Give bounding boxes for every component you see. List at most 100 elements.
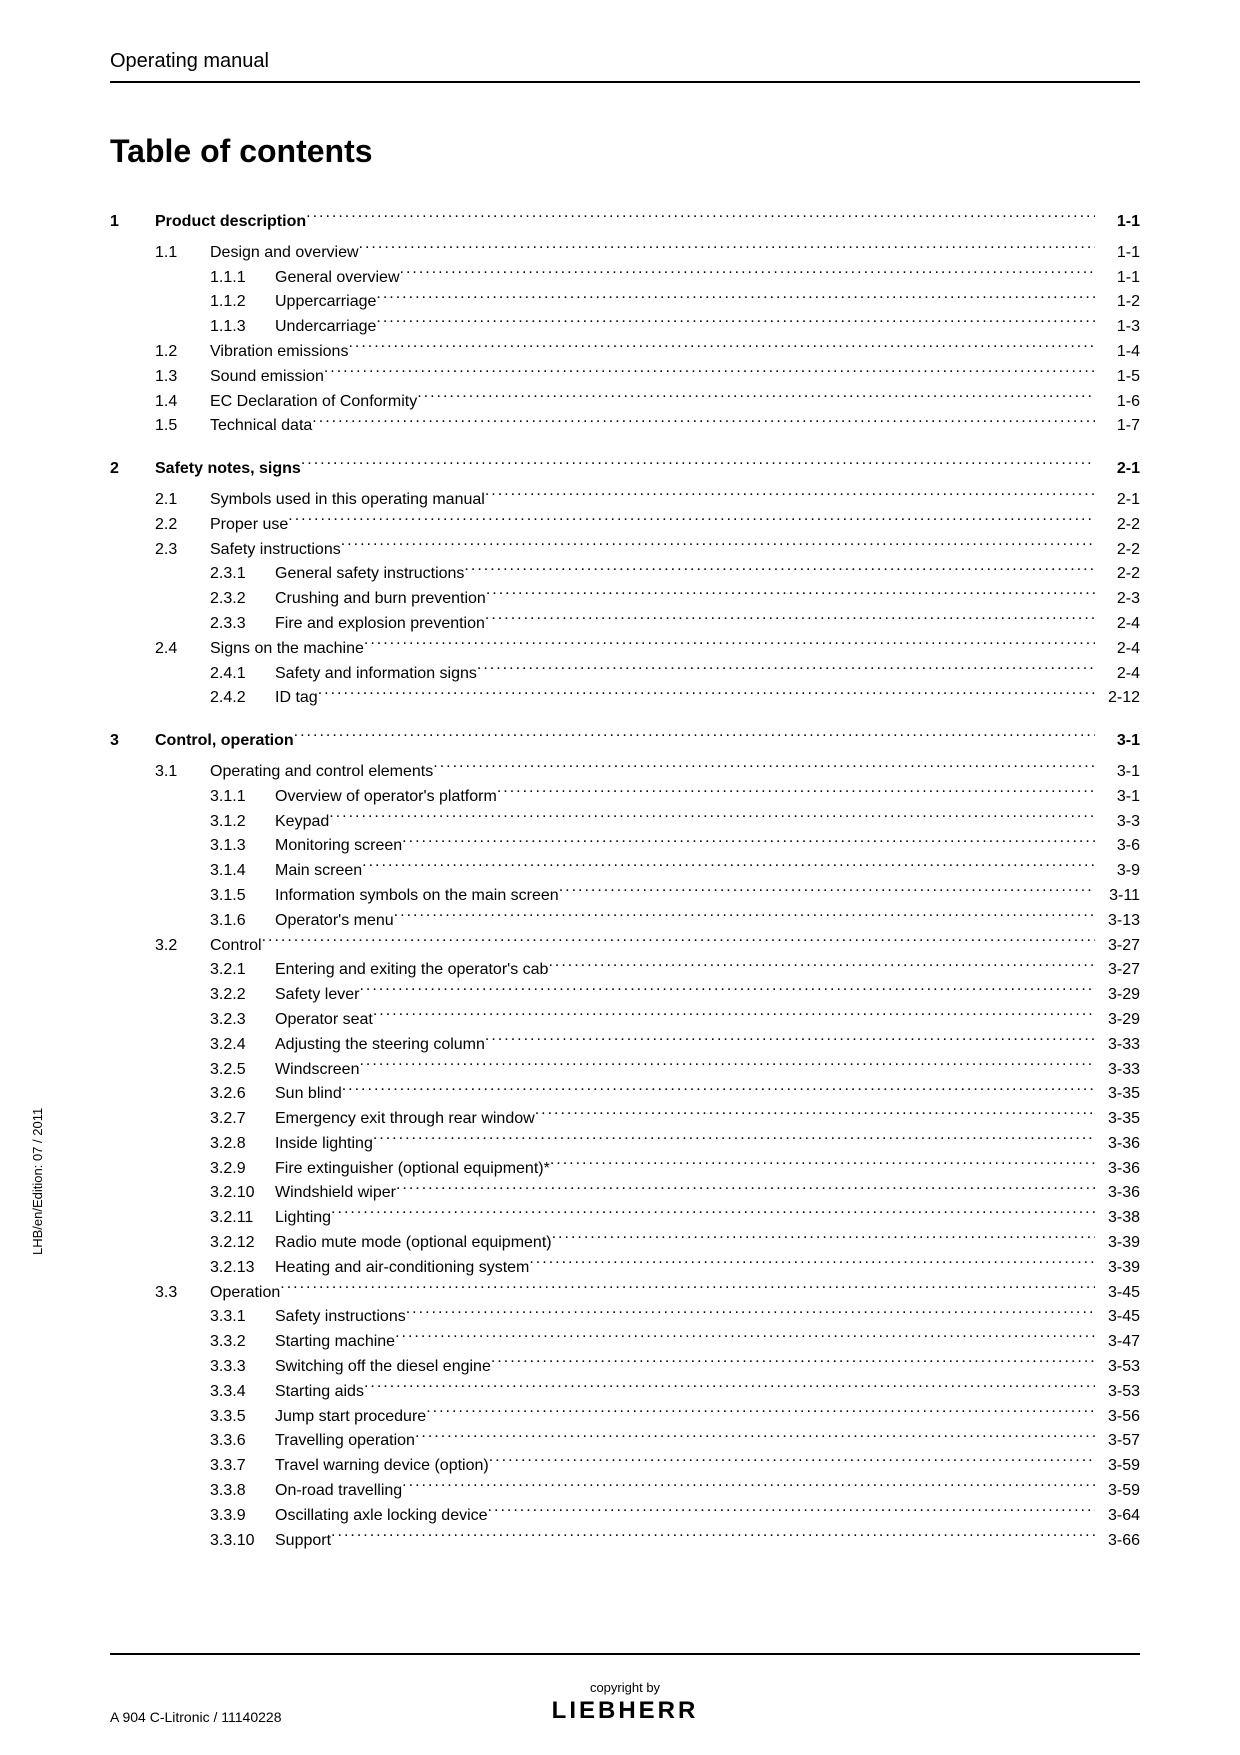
toc-entry: 2.4.2ID tag 2-12	[210, 686, 1140, 711]
toc-entry-number: 3.2.5	[210, 1058, 275, 1083]
table-of-contents: 1Product description 1-11.1Design and ov…	[110, 210, 1140, 1553]
page: Operating manual Table of contents 1Prod…	[0, 0, 1240, 1755]
toc-entry-number: 3.3.8	[210, 1479, 275, 1504]
toc-entry-page: 3-64	[1095, 1504, 1140, 1529]
toc-entry: 1Product description 1-1	[110, 210, 1140, 235]
toc-entry: 3.3.8On-road travelling 3-59	[210, 1479, 1140, 1504]
toc-entry: 3.1.5Information symbols on the main scr…	[210, 884, 1140, 909]
toc-entry: 3.2.5Windscreen 3-33	[210, 1058, 1140, 1083]
toc-entry-page: 3-33	[1095, 1058, 1140, 1083]
footer-center: copyright by LIEBHERR	[110, 1680, 1140, 1725]
toc-entry: 3.2.1Entering and exiting the operator's…	[210, 958, 1140, 983]
toc-entry: 2.3.1General safety instructions 2-2	[210, 562, 1140, 587]
toc-entry-label: Control, operation	[155, 729, 294, 754]
toc-entry-label: Sound emission	[210, 365, 324, 390]
toc-entry-label: ID tag	[275, 686, 318, 711]
toc-entry-label: General safety instructions	[275, 562, 464, 587]
toc-entry: 3.1Operating and control elements 3-1	[155, 760, 1140, 785]
toc-entry-page: 3-36	[1095, 1181, 1140, 1206]
toc-entry: 3.2.6Sun blind 3-35	[210, 1082, 1140, 1107]
toc-leader-dots	[359, 983, 1095, 999]
toc-leader-dots	[402, 834, 1095, 850]
toc-entry-label: Fire extinguisher (optional equipment)*	[275, 1157, 550, 1182]
toc-entry-page: 3-27	[1095, 958, 1140, 983]
toc-entry-number: 2.4.2	[210, 686, 275, 711]
toc-entry-page: 2-1	[1095, 457, 1140, 482]
toc-leader-dots	[394, 909, 1095, 925]
toc-entry-page: 3-57	[1095, 1429, 1140, 1454]
toc-leader-dots	[301, 457, 1095, 473]
toc-entry-label: Oscillating axle locking device	[275, 1504, 488, 1529]
toc-entry-number: 1.1.1	[210, 266, 275, 291]
toc-entry-page: 1-7	[1095, 414, 1140, 439]
toc-entry-label: Lighting	[275, 1206, 331, 1231]
toc-entry-label: Control	[210, 934, 262, 959]
toc-entry-number: 3.3.6	[210, 1429, 275, 1454]
toc-entry: 2.3.3Fire and explosion prevention 2-4	[210, 612, 1140, 637]
toc-entry: 3.2.8Inside lighting 3-36	[210, 1132, 1140, 1157]
toc-entry-label: Proper use	[210, 513, 288, 538]
toc-entry: 3.2.12Radio mute mode (optional equipmen…	[210, 1231, 1140, 1256]
footer: A 904 C-Litronic / 11140228 copyright by…	[110, 1665, 1140, 1725]
toc-leader-dots	[464, 562, 1095, 578]
toc-entry-label: Uppercarriage	[275, 290, 376, 315]
toc-entry-page: 3-66	[1095, 1529, 1140, 1554]
toc-entry: 2.3.2Crushing and burn prevention 2-3	[210, 587, 1140, 612]
toc-entry-label: Overview of operator's platform	[275, 785, 497, 810]
toc-entry: 3.3.2Starting machine 3-47	[210, 1330, 1140, 1355]
toc-entry-page: 3-35	[1095, 1082, 1140, 1107]
toc-entry-number: 2	[110, 457, 155, 482]
toc-entry: 2.3Safety instructions 2-2	[155, 538, 1140, 563]
toc-entry-number: 3.3.9	[210, 1504, 275, 1529]
toc-entry-number: 1.1.2	[210, 290, 275, 315]
toc-leader-dots	[415, 1429, 1095, 1445]
toc-entry: 3.3.10Support 3-66	[210, 1529, 1140, 1554]
toc-entry-label: Heating and air-conditioning system	[275, 1256, 529, 1281]
toc-entry-label: Fire and explosion prevention	[275, 612, 485, 637]
toc-entry-number: 3.2	[155, 934, 210, 959]
toc-entry-number: 3.2.11	[210, 1206, 275, 1231]
toc-entry-page: 1-3	[1095, 315, 1140, 340]
toc-leader-dots	[488, 1504, 1095, 1520]
toc-entry-page: 1-1	[1095, 210, 1140, 235]
toc-entry: 3.2.9Fire extinguisher (optional equipme…	[210, 1157, 1140, 1182]
toc-entry-label: Monitoring screen	[275, 834, 402, 859]
toc-entry: 3.1.2Keypad 3-3	[210, 810, 1140, 835]
toc-entry-number: 2.3.3	[210, 612, 275, 637]
toc-entry: 3.3.7Travel warning device (option) 3-59	[210, 1454, 1140, 1479]
copyright-text: copyright by	[110, 1680, 1140, 1695]
toc-entry-page: 3-59	[1095, 1454, 1140, 1479]
toc-entry: 1.4EC Declaration of Conformity 1-6	[155, 390, 1140, 415]
toc-leader-dots	[491, 1355, 1095, 1371]
toc-entry-page: 3-11	[1095, 884, 1140, 909]
toc-entry-label: Sun blind	[275, 1082, 342, 1107]
toc-entry-number: 3.2.2	[210, 983, 275, 1008]
toc-entry-label: Vibration emissions	[210, 340, 348, 365]
toc-entry-number: 2.3	[155, 538, 210, 563]
toc-entry-number: 3.1.5	[210, 884, 275, 909]
toc-leader-dots	[359, 241, 1095, 257]
toc-entry-label: Support	[275, 1529, 331, 1554]
toc-entry-number: 1.2	[155, 340, 210, 365]
toc-entry-number: 1.1.3	[210, 315, 275, 340]
toc-entry-page: 2-2	[1095, 538, 1140, 563]
toc-leader-dots	[497, 785, 1095, 801]
toc-entry-label: Operating and control elements	[210, 760, 433, 785]
toc-entry-number: 2.2	[155, 513, 210, 538]
toc-entry-number: 1.3	[155, 365, 210, 390]
toc-entry-label: Product description	[155, 210, 306, 235]
toc-entry-label: Technical data	[210, 414, 312, 439]
edition-sidetext: LHB/en/Edition: 07 / 2011	[30, 1108, 45, 1255]
toc-leader-dots	[306, 210, 1095, 226]
toc-entry: 3.1.6Operator's menu 3-13	[210, 909, 1140, 934]
toc-entry-page: 1-6	[1095, 390, 1140, 415]
toc-entry-page: 2-3	[1095, 587, 1140, 612]
toc-entry-page: 3-53	[1095, 1355, 1140, 1380]
toc-leader-dots	[362, 859, 1095, 875]
toc-entry-page: 3-9	[1095, 859, 1140, 884]
toc-entry-number: 1	[110, 210, 155, 235]
toc-entry-number: 3.1.3	[210, 834, 275, 859]
toc-entry-label: Operator seat	[275, 1008, 373, 1033]
toc-entry-label: General overview	[275, 266, 400, 291]
toc-leader-dots	[485, 488, 1095, 504]
